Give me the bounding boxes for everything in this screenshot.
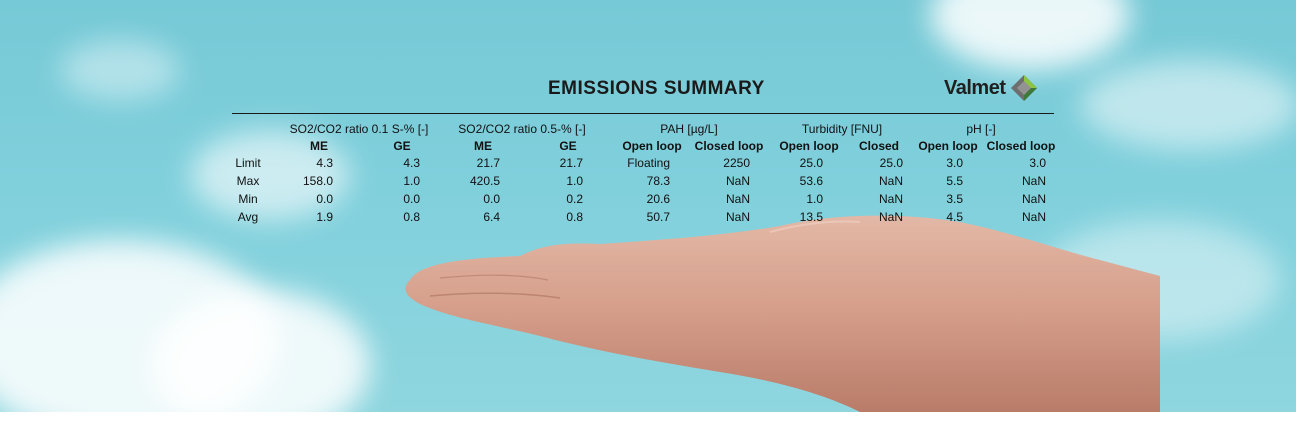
table-cell: 0.0: [403, 192, 420, 206]
row-label: Limit: [235, 156, 261, 170]
column-header: Open loop: [918, 139, 978, 153]
column-header: ME: [310, 139, 328, 153]
table-cell: 4.3: [403, 156, 420, 170]
valmet-diamond-icon: [1011, 75, 1038, 101]
row-label: Max: [236, 174, 260, 188]
table-cell: 5.5: [946, 174, 963, 188]
table-cell: 3.0: [946, 156, 963, 170]
table-cell: 3.5: [946, 192, 963, 206]
table-cell: 0.0: [316, 192, 333, 206]
column-header: ME: [474, 139, 492, 153]
table-cell: 53.6: [799, 174, 823, 188]
table-cell: 50.7: [646, 210, 670, 224]
table-cell: 158.0: [302, 174, 333, 188]
table-cell: NaN: [725, 192, 750, 206]
table-cell: 0.8: [566, 210, 583, 224]
group-header: PAH [µg/L]: [660, 122, 718, 136]
group-header: SO2/CO2 ratio 0.1 S-% [-]: [289, 122, 429, 136]
table-cell: NaN: [1021, 192, 1046, 206]
logo-text: Valmet: [944, 76, 1006, 99]
table-cell: 21.7: [559, 156, 583, 170]
table-cell: 20.6: [646, 192, 670, 206]
table-cell: 0.8: [403, 210, 420, 224]
table-cell: 1.0: [403, 174, 420, 188]
column-header: GE: [559, 139, 577, 153]
table-cell: 21.7: [476, 156, 500, 170]
table-cell: 3.0: [1029, 156, 1046, 170]
row-label: Min: [238, 192, 258, 206]
cloud-right: [1080, 60, 1296, 150]
table-cell: NaN: [878, 192, 903, 206]
table-cell: 1.0: [806, 192, 823, 206]
column-header: Closed: [858, 139, 900, 153]
table-cell: 25.0: [799, 156, 823, 170]
group-header: Turbidity [FNU]: [801, 122, 883, 136]
table-cell: 0.0: [483, 192, 500, 206]
table-cell: NaN: [878, 174, 903, 188]
column-header: Open loop: [779, 139, 839, 153]
table-cell: 420.5: [469, 174, 500, 188]
column-header: Closed loop: [986, 139, 1056, 153]
hand-image: [405, 215, 1160, 412]
table-cell: Floating: [627, 156, 670, 170]
title-divider: [232, 113, 1054, 114]
table-cell: 4.5: [946, 210, 963, 224]
group-header: pH [-]: [966, 122, 996, 136]
cloud-left-top: [60, 40, 180, 100]
column-header: Open loop: [622, 139, 682, 153]
column-header: Closed loop: [694, 139, 764, 153]
row-label: Avg: [237, 210, 259, 224]
table-cell: 78.3: [646, 174, 670, 188]
table-cell: 0.2: [566, 192, 583, 206]
table-cell: 1.0: [566, 174, 583, 188]
table-cell: NaN: [725, 174, 750, 188]
table-cell: 2250: [723, 156, 750, 170]
page-title: EMISSIONS SUMMARY: [548, 78, 765, 99]
table-cell: 25.0: [879, 156, 903, 170]
table-cell: 4.3: [316, 156, 333, 170]
table-cell: 13.5: [799, 210, 823, 224]
valmet-logo: Valmet: [944, 74, 1039, 102]
table-cell: NaN: [725, 210, 750, 224]
group-header: SO2/CO2 ratio 0.5-% [-]: [458, 122, 586, 136]
table-cell: NaN: [1021, 174, 1046, 188]
table-cell: 1.9: [316, 210, 333, 224]
cloud-left-mid: [190, 130, 350, 220]
table-cell: 6.4: [483, 210, 500, 224]
table-cell: NaN: [1021, 210, 1046, 224]
column-header: GE: [393, 139, 411, 153]
table-cell: NaN: [878, 210, 903, 224]
